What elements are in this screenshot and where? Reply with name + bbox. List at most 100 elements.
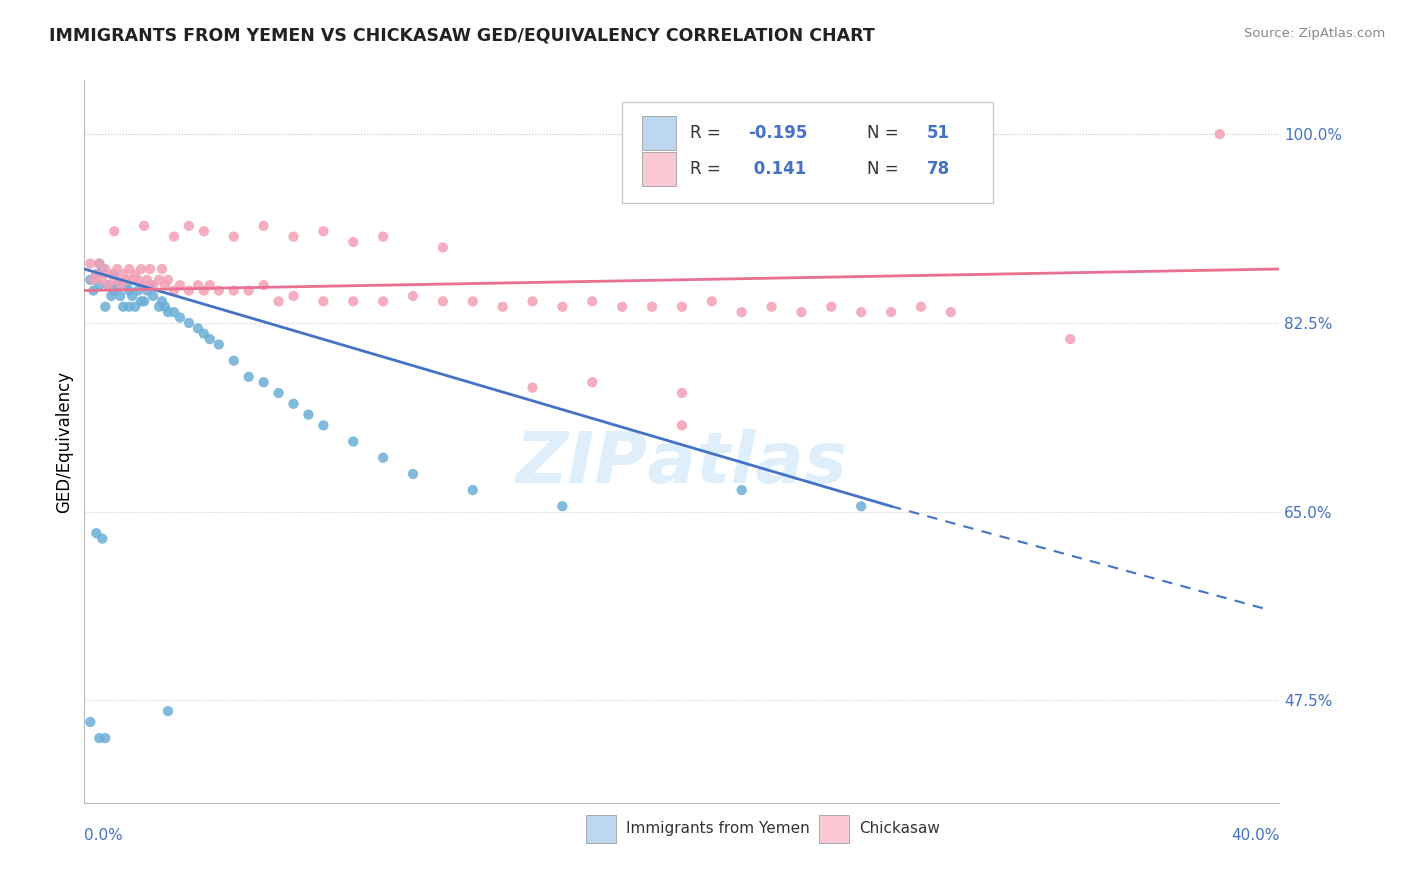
Point xyxy=(187,321,209,335)
Point xyxy=(89,731,111,745)
Point xyxy=(177,219,200,233)
Point xyxy=(82,284,104,298)
Text: R =: R = xyxy=(690,161,727,178)
Point xyxy=(136,273,159,287)
Point xyxy=(551,300,574,314)
Point xyxy=(297,408,319,422)
Point xyxy=(432,294,454,309)
Text: IMMIGRANTS FROM YEMEN VS CHICKASAW GED/EQUIVALENCY CORRELATION CHART: IMMIGRANTS FROM YEMEN VS CHICKASAW GED/E… xyxy=(49,27,875,45)
Text: 0.141: 0.141 xyxy=(748,161,806,178)
Point xyxy=(112,300,135,314)
Point xyxy=(198,332,221,346)
Bar xyxy=(643,116,676,151)
Point xyxy=(169,278,191,293)
Point xyxy=(105,278,128,293)
Point xyxy=(157,704,180,718)
Point xyxy=(342,434,364,449)
Point xyxy=(208,284,231,298)
Point xyxy=(153,300,176,314)
Text: 0.0%: 0.0% xyxy=(84,828,124,843)
Point xyxy=(94,300,117,314)
Point xyxy=(79,257,101,271)
Point xyxy=(373,450,395,465)
Text: N =: N = xyxy=(868,161,904,178)
Point xyxy=(551,500,574,514)
Point xyxy=(132,294,156,309)
Point xyxy=(86,268,108,282)
Point xyxy=(193,224,215,238)
Point xyxy=(105,262,128,277)
Point xyxy=(150,294,173,309)
Point xyxy=(432,240,454,254)
Point xyxy=(82,273,104,287)
Point xyxy=(89,257,111,271)
Point xyxy=(238,369,260,384)
Point xyxy=(312,418,335,433)
Point xyxy=(169,310,191,325)
Point xyxy=(136,284,159,298)
Point xyxy=(127,273,149,287)
Point xyxy=(342,235,364,249)
Point xyxy=(112,268,135,282)
Point xyxy=(79,714,101,729)
Point xyxy=(163,229,186,244)
FancyBboxPatch shape xyxy=(623,102,993,203)
Point xyxy=(461,483,484,497)
Point xyxy=(222,284,245,298)
Point xyxy=(121,273,143,287)
Point xyxy=(910,300,932,314)
Point xyxy=(139,262,162,277)
Y-axis label: GED/Equivalency: GED/Equivalency xyxy=(55,370,73,513)
Point xyxy=(193,284,215,298)
Point xyxy=(86,268,108,282)
Bar xyxy=(820,815,849,843)
Point xyxy=(283,229,305,244)
Point xyxy=(177,284,200,298)
Point xyxy=(790,305,813,319)
Point xyxy=(851,500,873,514)
Point xyxy=(731,305,754,319)
Text: 78: 78 xyxy=(927,161,950,178)
Point xyxy=(373,229,395,244)
Point xyxy=(402,289,425,303)
Point xyxy=(148,300,170,314)
Point xyxy=(522,294,544,309)
Point xyxy=(700,294,723,309)
Point xyxy=(127,284,149,298)
Point xyxy=(139,278,162,293)
Point xyxy=(129,262,152,277)
Point xyxy=(671,418,693,433)
Point xyxy=(100,289,122,303)
Point xyxy=(939,305,962,319)
Point xyxy=(79,273,101,287)
Point xyxy=(142,278,165,293)
Point xyxy=(222,353,245,368)
Point xyxy=(267,386,290,401)
Point xyxy=(1209,127,1232,141)
Point xyxy=(163,284,186,298)
Point xyxy=(132,278,156,293)
Point xyxy=(581,376,603,390)
Point xyxy=(124,300,146,314)
Point xyxy=(91,273,114,287)
Point xyxy=(86,526,108,541)
Point xyxy=(283,289,305,303)
Text: Chickasaw: Chickasaw xyxy=(859,822,939,837)
Text: 40.0%: 40.0% xyxy=(1232,828,1279,843)
Point xyxy=(461,294,484,309)
Text: R =: R = xyxy=(690,124,727,142)
Point xyxy=(153,278,176,293)
Point xyxy=(238,284,260,298)
Point xyxy=(124,268,146,282)
Point xyxy=(94,262,117,277)
Point xyxy=(118,262,141,277)
Point xyxy=(820,300,842,314)
Point xyxy=(97,278,120,293)
Point xyxy=(150,262,173,277)
Point xyxy=(132,278,156,293)
Point xyxy=(612,300,634,314)
Point xyxy=(89,257,111,271)
Point xyxy=(118,284,141,298)
Point xyxy=(222,229,245,244)
Point xyxy=(373,294,395,309)
